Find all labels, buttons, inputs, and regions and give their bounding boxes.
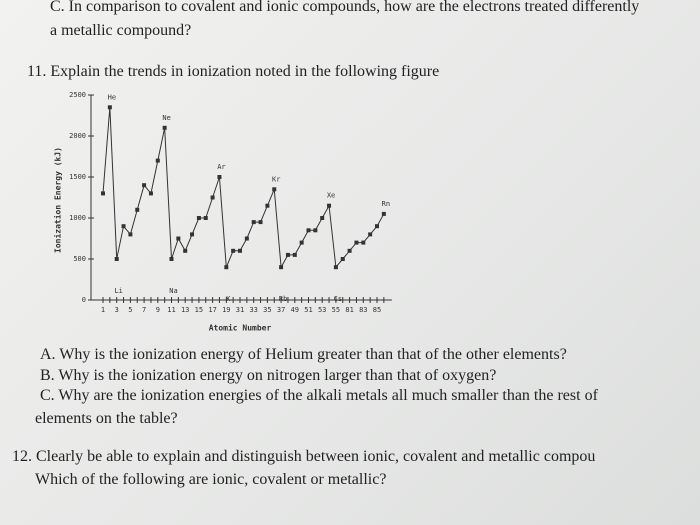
question-title: 11. Explain the trends in ionization not… <box>27 63 440 80</box>
x-tick-label: 83 <box>359 306 367 314</box>
point-label: Ne <box>162 114 170 122</box>
question-part: B. Why is the ionization energy on nitro… <box>40 367 497 384</box>
data-point <box>128 232 133 237</box>
x-tick-label: 51 <box>304 306 312 314</box>
data-point <box>333 265 338 270</box>
data-point <box>101 191 105 196</box>
point-label: Na <box>169 287 177 295</box>
x-tick-label: 3 <box>115 306 119 314</box>
data-point <box>375 224 379 229</box>
question-text: Which of the following are ionic, covale… <box>35 471 387 488</box>
data-point <box>381 211 386 216</box>
point-label: Li <box>114 287 122 295</box>
x-tick-label: 11 <box>167 306 175 314</box>
x-tick-label: 35 <box>263 306 271 314</box>
data-point <box>162 125 167 130</box>
point-label: Xe <box>327 192 335 200</box>
question-part: C. Why are the ionization energies of th… <box>40 387 598 404</box>
data-point <box>258 220 263 225</box>
point-label: Ar <box>217 163 225 171</box>
data-point <box>114 257 119 261</box>
data-point <box>203 216 208 220</box>
data-point <box>238 248 242 253</box>
data-point <box>320 216 325 220</box>
x-tick-label: 81 <box>345 306 353 314</box>
question-text: a metallic compound? <box>50 22 192 39</box>
x-tick-label: 17 <box>208 306 216 314</box>
data-point <box>327 203 332 208</box>
x-tick-label: 5 <box>128 306 132 314</box>
data-point <box>313 228 318 233</box>
y-tick-label: 0 <box>82 296 86 304</box>
data-point <box>135 207 140 212</box>
x-tick-label: 13 <box>181 306 189 314</box>
point-label: K <box>226 295 231 303</box>
data-point <box>251 220 256 225</box>
x-tick-label: 85 <box>373 306 381 314</box>
point-label: Rn <box>382 200 390 208</box>
y-tick-label: 1000 <box>69 214 86 222</box>
y-tick-label: 2000 <box>69 132 86 140</box>
data-point <box>272 187 277 192</box>
y-tick-label: 2500 <box>69 91 86 99</box>
data-point <box>148 191 153 196</box>
x-axis-label: Atomic Number <box>209 323 272 333</box>
y-tick-label: 1500 <box>69 173 86 181</box>
data-point <box>231 248 236 253</box>
data-point <box>190 232 195 237</box>
data-point <box>361 240 366 245</box>
data-point <box>224 265 229 270</box>
data-point <box>292 252 297 257</box>
data-line <box>102 107 385 269</box>
x-tick-label: 55 <box>332 306 340 314</box>
data-point <box>217 175 222 179</box>
data-point <box>142 183 147 188</box>
question-part: A. Why is the ionization energy of Heliu… <box>40 346 567 363</box>
data-point <box>265 203 270 208</box>
question-part: elements on the table? <box>35 410 178 427</box>
data-point <box>107 105 112 110</box>
x-tick-label: 9 <box>156 306 160 314</box>
x-tick-label: 49 <box>291 306 299 314</box>
x-tick-label: 7 <box>142 306 146 314</box>
x-tick-label: 33 <box>249 306 257 314</box>
question-text: C. In comparison to covalent and ionic c… <box>50 0 640 15</box>
data-point <box>196 216 201 220</box>
data-point <box>368 232 373 237</box>
point-label: Rb <box>279 295 287 303</box>
x-tick-label: 37 <box>277 306 285 314</box>
data-point <box>176 236 181 241</box>
data-point <box>244 236 249 241</box>
x-tick-label: 53 <box>318 306 326 314</box>
y-tick-label: 500 <box>73 255 86 263</box>
y-axis-label: Ionization Energy (kJ) <box>53 147 63 253</box>
data-point <box>340 257 345 261</box>
data-point <box>306 228 311 233</box>
x-tick-label: 1 <box>101 306 105 314</box>
point-label: He <box>108 93 116 101</box>
data-point <box>210 195 215 200</box>
data-point <box>121 224 126 229</box>
data-point <box>169 257 174 261</box>
data-point <box>299 240 304 245</box>
data-point <box>354 240 359 245</box>
data-point <box>347 248 352 253</box>
data-point <box>279 265 284 270</box>
x-tick-label: 31 <box>236 306 244 314</box>
x-tick-label: 15 <box>195 306 203 314</box>
point-label: Cs <box>334 295 342 303</box>
data-point <box>285 252 290 257</box>
x-tick-label: 19 <box>222 306 230 314</box>
data-point <box>183 248 188 253</box>
question-title: 12. Clearly be able to explain and disti… <box>12 448 596 465</box>
point-label: Kr <box>272 175 280 183</box>
data-point <box>155 158 160 163</box>
